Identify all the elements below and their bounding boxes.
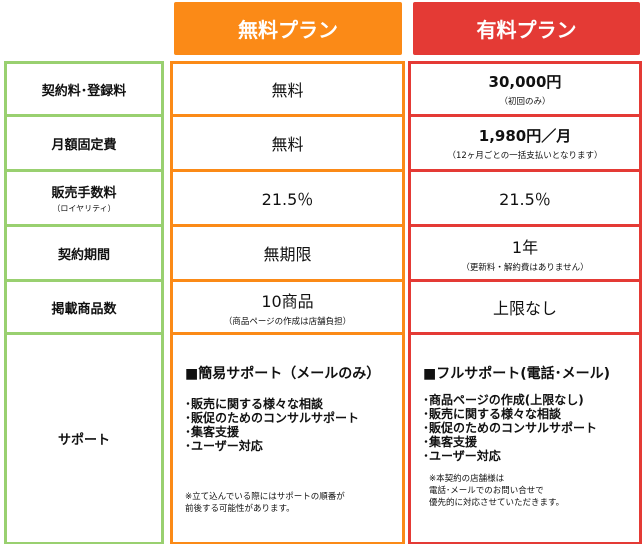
paid-cell: 21.5％: [408, 169, 642, 227]
label-cell: 契約期間: [4, 224, 164, 282]
value: 無料: [271, 135, 304, 154]
label-column: 契約料･登録料 月額固定費 販売手数料 （ロイヤリティ） 契約期間 掲載商品数 サ…: [4, 61, 164, 544]
support-item: ･集客支援: [423, 435, 478, 449]
support-item: ･商品ページの作成(上限なし): [423, 393, 584, 407]
value: 21.5％: [499, 190, 551, 209]
value: 21.5％: [261, 190, 314, 209]
label-cell: 契約料･登録料: [4, 61, 164, 117]
label-subtext: （ロイヤリティ）: [52, 204, 116, 213]
label-text: 掲載商品数: [51, 301, 117, 317]
paid-plan-column: 30,000円 （初回のみ） 1,980円／月 （12ヶ月ごとの一括支払いとなります…: [408, 61, 642, 544]
paid-plan-header: 有料プラン: [413, 2, 640, 55]
free-cell: 無期限: [170, 224, 405, 282]
value: 1,980円／月: [478, 127, 572, 145]
free-plan-header: 無料プラン: [174, 2, 402, 55]
label-text: 契約料･登録料: [41, 83, 127, 99]
label-cell: 月額固定費: [4, 114, 164, 172]
note-line: ※立て込んでいる際にはサポートの順番が: [185, 492, 345, 502]
free-plan-column: 無料 無料 21.5％ 無期限 10商品 （商品ページの作成は店舗負担） ■簡易サ…: [170, 61, 405, 544]
support-note: ※立て込んでいる際にはサポートの順番が 前後する可能性があります。: [185, 491, 345, 515]
value: 無料: [271, 81, 304, 100]
support-item: ･ユーザー対応: [423, 449, 501, 463]
support-title: ■簡易サポート（メールのみ）: [185, 366, 381, 382]
paid-cell: 1年 （更新料・解約費はありません）: [408, 224, 642, 282]
value: 1年: [511, 237, 539, 257]
value-note: （商品ページの作成は店舗負担）: [223, 316, 352, 327]
label-cell: 販売手数料 （ロイヤリティ）: [4, 169, 164, 227]
support-item: ･販促のためのコンサルサポート: [423, 421, 598, 435]
label-text: サポート: [57, 433, 110, 448]
support-item: ･ユーザー対応: [185, 439, 263, 453]
label-cell: 掲載商品数: [4, 279, 164, 335]
value: 上限なし: [492, 299, 557, 318]
support-item: ･販売に関する様々な相談: [423, 407, 562, 421]
note-line: 優先的に対応させていただきます。: [429, 498, 565, 508]
value-note: （更新料・解約費はありません）: [461, 262, 589, 273]
free-cell: 21.5％: [170, 169, 405, 227]
paid-cell: 1,980円／月 （12ヶ月ごとの一括支払いとなります）: [408, 114, 642, 172]
support-item: ･集客支援: [185, 425, 240, 439]
value: 30,000円: [488, 73, 562, 91]
label-cell: サポート: [4, 332, 164, 544]
value: 無期限: [263, 245, 312, 264]
paid-support-cell: ■フルサポート(電話･メール) ･商品ページの作成(上限なし) ･販売に関する様…: [408, 332, 642, 544]
label-text: 販売手数料: [51, 186, 117, 201]
support-title: ■フルサポート(電話･メール): [423, 366, 611, 382]
paid-cell: 上限なし: [408, 279, 642, 335]
value: 10商品: [261, 291, 314, 311]
free-cell: 無料: [170, 61, 405, 117]
value-note: （12ヶ月ごとの一括支払いとなります）: [447, 151, 603, 161]
free-cell: 無料: [170, 114, 405, 172]
label-text: 月額固定費: [51, 137, 117, 153]
note-line: 前後する可能性があります。: [185, 504, 295, 514]
note-line: ※本契約の店舗様は: [429, 474, 505, 484]
paid-cell: 30,000円 （初回のみ）: [408, 61, 642, 117]
support-note: ※本契約の店舗様は 電話･メールでのお問い合せで 優先的に対応させていただきます…: [423, 473, 564, 509]
free-support-cell: ■簡易サポート（メールのみ） ･販売に関する様々な相談 ･販促のためのコンサルサ…: [170, 332, 405, 544]
support-item: ･販促のためのコンサルサポート: [185, 411, 360, 425]
support-item: ･販売に関する様々な相談: [185, 397, 324, 411]
note-line: 電話･メールでのお問い合せで: [429, 486, 544, 496]
label-text: 契約期間: [57, 247, 110, 263]
value-note: （初回のみ）: [499, 97, 551, 107]
free-cell: 10商品 （商品ページの作成は店舗負担）: [170, 279, 405, 335]
